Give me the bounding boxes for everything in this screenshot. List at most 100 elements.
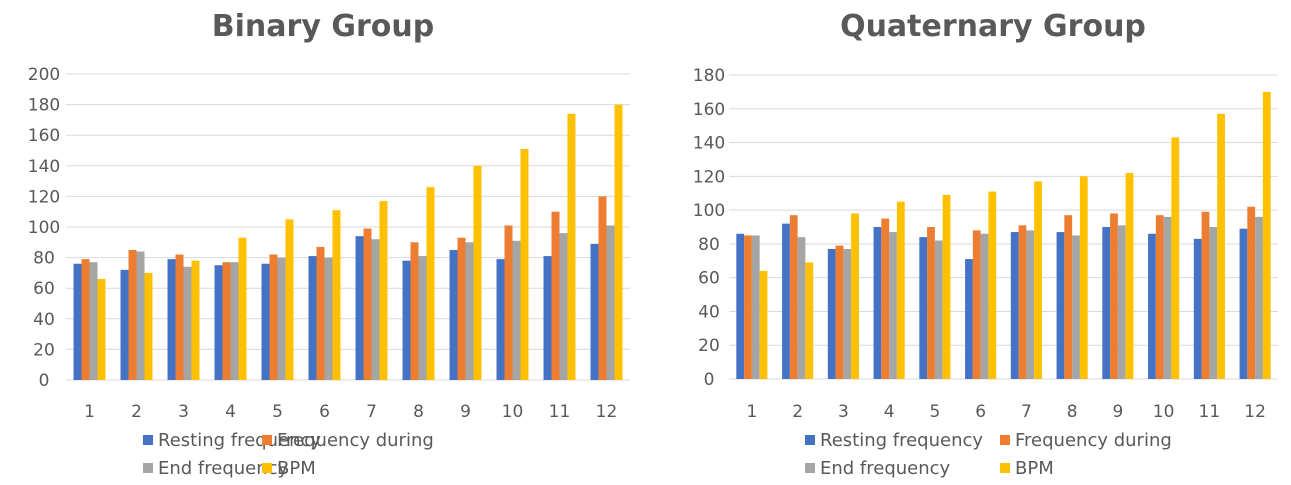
legend-label: Frequency during bbox=[277, 430, 434, 451]
legend-label: Frequency during bbox=[1015, 430, 1172, 451]
bar-end-frequency bbox=[559, 233, 568, 380]
bar-bpm bbox=[567, 113, 576, 380]
y-tick-label: 180 bbox=[693, 66, 725, 86]
bar-end-frequency bbox=[371, 239, 380, 380]
bar-resting-frequency bbox=[355, 236, 364, 380]
bar-bpm bbox=[1217, 113, 1225, 379]
bar-frequency-during bbox=[744, 235, 752, 379]
bar-resting-frequency bbox=[308, 256, 317, 380]
bar-frequency-during bbox=[128, 249, 137, 380]
bar-end-frequency bbox=[277, 257, 286, 380]
bar-bpm bbox=[97, 279, 106, 380]
bar-frequency-during bbox=[881, 218, 890, 379]
legend-swatch bbox=[262, 435, 272, 445]
bar-end-frequency bbox=[1117, 225, 1126, 379]
y-tick-label: 180 bbox=[28, 96, 60, 116]
x-tick-label: 6 bbox=[319, 402, 330, 422]
y-tick-label: 40 bbox=[33, 310, 55, 330]
x-tick-label: 8 bbox=[413, 402, 424, 422]
bar-bpm bbox=[851, 213, 859, 379]
bar-resting-frequency bbox=[261, 263, 270, 380]
x-tick-label: 2 bbox=[792, 402, 803, 422]
legend-swatch bbox=[1000, 463, 1010, 473]
y-tick-label: 0 bbox=[704, 370, 715, 390]
bar-frequency-during bbox=[410, 242, 419, 380]
legend-swatch bbox=[805, 435, 815, 445]
bar-bpm bbox=[1079, 176, 1088, 379]
x-tick-label: 10 bbox=[502, 402, 524, 422]
binary-group-chart-svg: Binary Group 0 20 40 60 80 100 120 140 160 180 200 1… bbox=[28, 9, 630, 479]
bar-resting-frequency bbox=[214, 265, 223, 380]
bar-frequency-during bbox=[551, 211, 560, 380]
bar-resting-frequency bbox=[73, 263, 82, 380]
bar-bpm bbox=[614, 104, 623, 380]
legend-swatch bbox=[143, 435, 153, 445]
y-tick-label: 160 bbox=[28, 126, 60, 146]
chart-title: Binary Group bbox=[212, 9, 434, 44]
y-tick-label: 160 bbox=[693, 100, 725, 120]
legend-label: BPM bbox=[277, 458, 316, 479]
y-tick-label: 200 bbox=[28, 65, 60, 85]
x-tick-label: 11 bbox=[1199, 402, 1221, 422]
x-tick-label: 5 bbox=[272, 402, 283, 422]
bar-frequency-during bbox=[598, 196, 607, 380]
bar-frequency-during bbox=[1064, 215, 1073, 379]
bar-frequency-during bbox=[1201, 211, 1210, 379]
y-tick-label: 80 bbox=[33, 249, 55, 269]
y-tick-label: 100 bbox=[693, 201, 725, 221]
chart-title: Quaternary Group bbox=[840, 9, 1146, 44]
bar-end-frequency bbox=[324, 257, 333, 380]
bar-end-frequency bbox=[1209, 227, 1218, 379]
bar-frequency-during bbox=[789, 215, 798, 379]
bar-bpm bbox=[988, 191, 997, 379]
bar-resting-frequency bbox=[402, 260, 411, 380]
y-tick-label: 60 bbox=[698, 269, 720, 289]
bar-end-frequency bbox=[89, 262, 98, 380]
bar-end-frequency bbox=[1026, 230, 1035, 379]
legend-swatch bbox=[805, 463, 815, 473]
bar-frequency-during bbox=[835, 245, 844, 379]
bar-frequency-during bbox=[927, 227, 935, 379]
y-tick-label: 100 bbox=[28, 218, 60, 238]
y-tick-label: 40 bbox=[698, 302, 720, 322]
y-tick-label: 140 bbox=[693, 134, 725, 154]
x-tick-label: 3 bbox=[178, 402, 189, 422]
quaternary-group-chart-svg: Quaternary Group 0 20 40 60 80 100 120 140 160 180… bbox=[693, 9, 1278, 479]
bar-frequency-during bbox=[1110, 213, 1118, 379]
bar-end-frequency bbox=[418, 256, 427, 380]
bar-resting-frequency bbox=[965, 259, 973, 379]
bar-resting-frequency bbox=[1193, 238, 1202, 379]
bar-frequency-during bbox=[222, 262, 231, 380]
bar-bpm bbox=[759, 270, 768, 379]
bar-resting-frequency bbox=[1102, 227, 1111, 379]
bar-bpm bbox=[942, 194, 951, 379]
bar-end-frequency bbox=[136, 251, 145, 380]
bar-bpm bbox=[285, 219, 294, 380]
bar-resting-frequency bbox=[736, 233, 745, 379]
legend-swatch bbox=[262, 463, 272, 473]
y-tick-label: 0 bbox=[39, 371, 50, 391]
bar-end-frequency bbox=[1072, 235, 1080, 379]
bar-bpm bbox=[805, 262, 814, 379]
bar-frequency-during bbox=[1018, 225, 1027, 379]
bar-resting-frequency bbox=[120, 269, 129, 380]
x-tick-label: 12 bbox=[1244, 402, 1266, 422]
bar-resting-frequency bbox=[1239, 228, 1248, 379]
x-tick-label: 1 bbox=[84, 402, 95, 422]
x-tick-label: 2 bbox=[131, 402, 142, 422]
bar-frequency-during bbox=[504, 225, 513, 380]
bar-frequency-during bbox=[1247, 206, 1256, 379]
bar-resting-frequency bbox=[1056, 232, 1065, 379]
y-tick-label: 80 bbox=[698, 235, 720, 255]
bar-bpm bbox=[191, 260, 200, 380]
legend-swatch bbox=[143, 463, 153, 473]
bar-bpm bbox=[520, 148, 529, 380]
legend-swatch bbox=[1000, 435, 1010, 445]
legend-label: BPM bbox=[1015, 458, 1054, 479]
bar-end-frequency bbox=[934, 240, 943, 379]
x-tick-label: 10 bbox=[1153, 402, 1175, 422]
bar-end-frequency bbox=[980, 233, 989, 379]
quaternary-group-chart: Quaternary Group 0 20 40 60 80 100 120 140 160 180… bbox=[646, 0, 1291, 485]
y-tick-label: 60 bbox=[33, 279, 55, 299]
bar-resting-frequency bbox=[449, 249, 458, 380]
